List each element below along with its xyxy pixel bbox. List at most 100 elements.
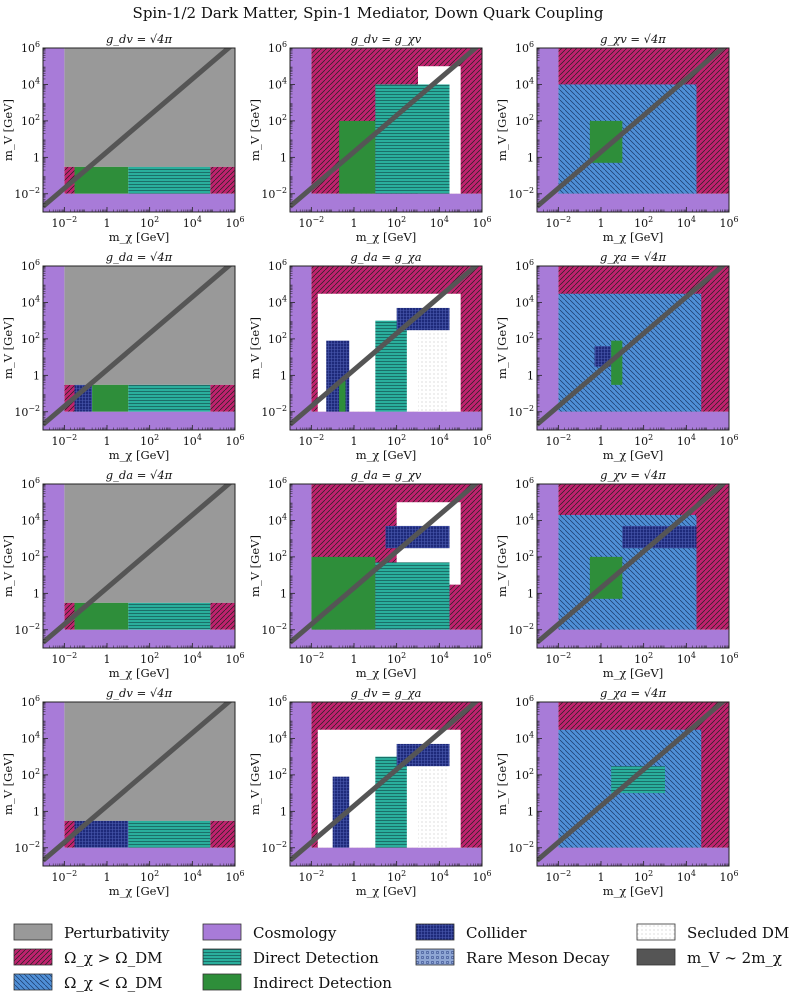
panel-title: g_da = g_χv bbox=[351, 468, 422, 482]
panel-title: g_χa = √4π bbox=[600, 250, 667, 264]
region-cosmology bbox=[43, 48, 65, 212]
x-tick-label: 1 bbox=[104, 653, 111, 666]
panel-frame bbox=[289, 483, 483, 649]
region-secluded bbox=[418, 762, 450, 848]
y-tick-label: 1 bbox=[527, 151, 534, 164]
region-cosmology bbox=[537, 266, 559, 430]
y-axis-label: m_V [GeV] bbox=[1, 317, 15, 379]
legend-label: Perturbativity bbox=[64, 924, 170, 942]
legend-item-secluded: Secluded DM bbox=[636, 923, 789, 942]
legend-item-cosmology: Cosmology bbox=[202, 923, 337, 942]
y-tick-label: 102 bbox=[515, 113, 534, 128]
x-axis-label: m_χ [GeV] bbox=[356, 884, 417, 898]
region-cosmology bbox=[290, 702, 312, 866]
legend: Perturbativity Ω_χ > Ω_DM Ω_χ < Ω_DM Cosmol… bbox=[13, 923, 789, 992]
region-direct_detection bbox=[128, 166, 211, 194]
y-tick-label: 10−2 bbox=[508, 622, 534, 637]
y-axis-label: m_V [GeV] bbox=[248, 753, 262, 815]
legend-swatch bbox=[13, 948, 53, 966]
y-tick-label: 10−2 bbox=[508, 186, 534, 201]
region-overabundant bbox=[210, 384, 235, 412]
y-axis-label: m_V [GeV] bbox=[495, 753, 509, 815]
panel-2-2: 10−2 10−2 1 1 102 102 104 104 106 106 g_χv = √4π m_… bbox=[495, 468, 739, 680]
region-indirect_detection bbox=[611, 340, 623, 385]
legend-label: Direct Detection bbox=[253, 949, 379, 967]
y-tick-label: 1 bbox=[33, 151, 40, 164]
legend-swatch bbox=[415, 923, 455, 941]
y-tick-label: 104 bbox=[515, 730, 534, 745]
x-tick-label: 10−2 bbox=[546, 651, 572, 666]
y-tick-label: 104 bbox=[21, 76, 40, 91]
x-tick-label: 10−2 bbox=[299, 433, 325, 448]
legend-swatch bbox=[636, 948, 676, 966]
y-axis-label: m_V [GeV] bbox=[1, 535, 15, 597]
x-tick-label: 104 bbox=[430, 651, 449, 666]
legend-swatch bbox=[13, 923, 53, 941]
region-cosmology bbox=[537, 847, 729, 866]
y-tick-label: 10−2 bbox=[14, 186, 40, 201]
panel-0-0: 10−2 10−2 1 1 102 102 104 104 106 106 g_dv = √4π m_… bbox=[1, 32, 245, 244]
x-tick-label: 102 bbox=[387, 215, 406, 230]
y-tick-label: 1 bbox=[280, 587, 287, 600]
y-tick-label: 106 bbox=[268, 258, 287, 273]
x-tick-label: 1 bbox=[351, 871, 358, 884]
x-tick-label: 102 bbox=[140, 869, 159, 884]
legend-item-direct_detection: Direct Detection bbox=[202, 948, 379, 967]
panel-title: g_dv = √4π bbox=[106, 32, 173, 46]
x-tick-label: 1 bbox=[598, 653, 605, 666]
y-tick-label: 10−2 bbox=[508, 840, 534, 855]
panel-3-1: 10−2 10−2 1 1 102 102 104 104 106 106 g_dv = g_χam… bbox=[248, 686, 492, 898]
panel-title: g_dv = g_χv bbox=[351, 32, 422, 46]
y-tick-label: 102 bbox=[21, 331, 40, 346]
y-tick-label: 104 bbox=[21, 730, 40, 745]
x-tick-label: 104 bbox=[183, 433, 202, 448]
legend-label: Cosmology bbox=[253, 924, 337, 942]
panel-title: g_da = √4π bbox=[106, 250, 173, 264]
x-axis-label: m_χ [GeV] bbox=[603, 230, 664, 244]
panel-frame bbox=[536, 701, 730, 867]
panel-0-2: 10−2 10−2 1 1 102 102 104 104 106 106 g_χv = √4π m_… bbox=[495, 32, 739, 244]
y-tick-label: 106 bbox=[515, 694, 534, 709]
x-tick-label: 10−2 bbox=[546, 869, 572, 884]
y-tick-label: 106 bbox=[21, 40, 40, 55]
y-tick-label: 102 bbox=[21, 113, 40, 128]
y-tick-label: 10−2 bbox=[14, 404, 40, 419]
region-cosmology bbox=[290, 629, 482, 648]
x-tick-label: 104 bbox=[677, 433, 696, 448]
region-cosmology bbox=[290, 48, 312, 212]
x-tick-label: 104 bbox=[677, 651, 696, 666]
legend-item-rare_meson: Rare Meson Decay bbox=[415, 948, 610, 967]
region-indirect_detection bbox=[92, 384, 129, 412]
y-tick-label: 106 bbox=[21, 258, 40, 273]
y-tick-label: 10−2 bbox=[508, 404, 534, 419]
x-tick-label: 10−2 bbox=[52, 433, 78, 448]
panel-frame bbox=[289, 265, 483, 431]
x-axis-label: m_χ [GeV] bbox=[603, 884, 664, 898]
y-tick-label: 10−2 bbox=[261, 840, 287, 855]
y-axis-label: m_V [GeV] bbox=[248, 535, 262, 597]
panel-frame bbox=[42, 47, 236, 213]
y-tick-label: 1 bbox=[280, 805, 287, 818]
x-axis-label: m_χ [GeV] bbox=[356, 448, 417, 462]
region-cosmology bbox=[537, 193, 729, 212]
resonance-line bbox=[537, 266, 727, 427]
x-tick-label: 1 bbox=[351, 435, 358, 448]
x-tick-label: 102 bbox=[634, 869, 653, 884]
y-tick-label: 102 bbox=[21, 767, 40, 782]
legend-label: Ω_χ < Ω_DM bbox=[64, 974, 162, 992]
region-underabundant bbox=[558, 293, 702, 412]
y-tick-label: 104 bbox=[515, 76, 534, 91]
legend-item-overabundant: Ω_χ > Ω_DM bbox=[13, 948, 162, 967]
y-tick-label: 104 bbox=[515, 512, 534, 527]
y-tick-label: 104 bbox=[268, 512, 287, 527]
panel-frame bbox=[289, 701, 483, 867]
legend-item-collider: Collider bbox=[415, 923, 527, 942]
y-tick-label: 10−2 bbox=[261, 186, 287, 201]
y-tick-label: 10−2 bbox=[14, 840, 40, 855]
y-tick-label: 1 bbox=[33, 369, 40, 382]
x-axis-label: m_χ [GeV] bbox=[109, 448, 170, 462]
x-tick-label: 102 bbox=[387, 433, 406, 448]
x-tick-label: 10−2 bbox=[52, 215, 78, 230]
legend-item-indirect_detection: Indirect Detection bbox=[202, 973, 392, 992]
region-cosmology bbox=[290, 193, 482, 212]
